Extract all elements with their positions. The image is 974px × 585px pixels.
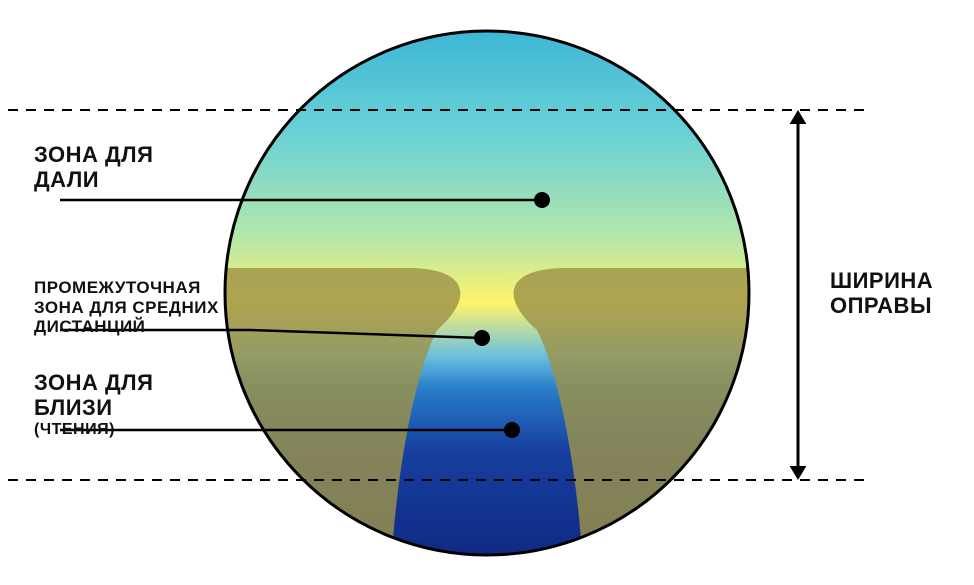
label-near-sub: (ЧТЕНИЯ)	[34, 421, 153, 439]
label-mid-line2: ЗОНА ДЛЯ СРЕДНИХ	[34, 298, 219, 318]
diagram-stage: { "canvas": { "w": 974, "h": 585, "backg…	[0, 0, 974, 585]
label-near-zone: ЗОНА ДЛЯ БЛИЗИ (ЧТЕНИЯ)	[34, 370, 153, 439]
label-frame-width: ШИРИНА ОПРАВЫ	[830, 268, 933, 319]
label-mid-zone: ПРОМЕЖУТОЧНАЯ ЗОНА ДЛЯ СРЕДНИХ ДИСТАНЦИЙ	[34, 278, 219, 337]
label-frame-line2: ОПРАВЫ	[830, 293, 933, 318]
label-frame-line1: ШИРИНА	[830, 268, 933, 293]
label-mid-line1: ПРОМЕЖУТОЧНАЯ	[34, 278, 219, 298]
label-near-line1: ЗОНА ДЛЯ	[34, 370, 153, 395]
label-far-line1: ЗОНА ДЛЯ	[34, 142, 153, 167]
label-far-line2: ДАЛИ	[34, 167, 153, 192]
label-far-zone: ЗОНА ДЛЯ ДАЛИ	[34, 142, 153, 193]
label-near-line2: БЛИЗИ	[34, 395, 153, 420]
label-mid-line3: ДИСТАНЦИЙ	[34, 317, 219, 337]
